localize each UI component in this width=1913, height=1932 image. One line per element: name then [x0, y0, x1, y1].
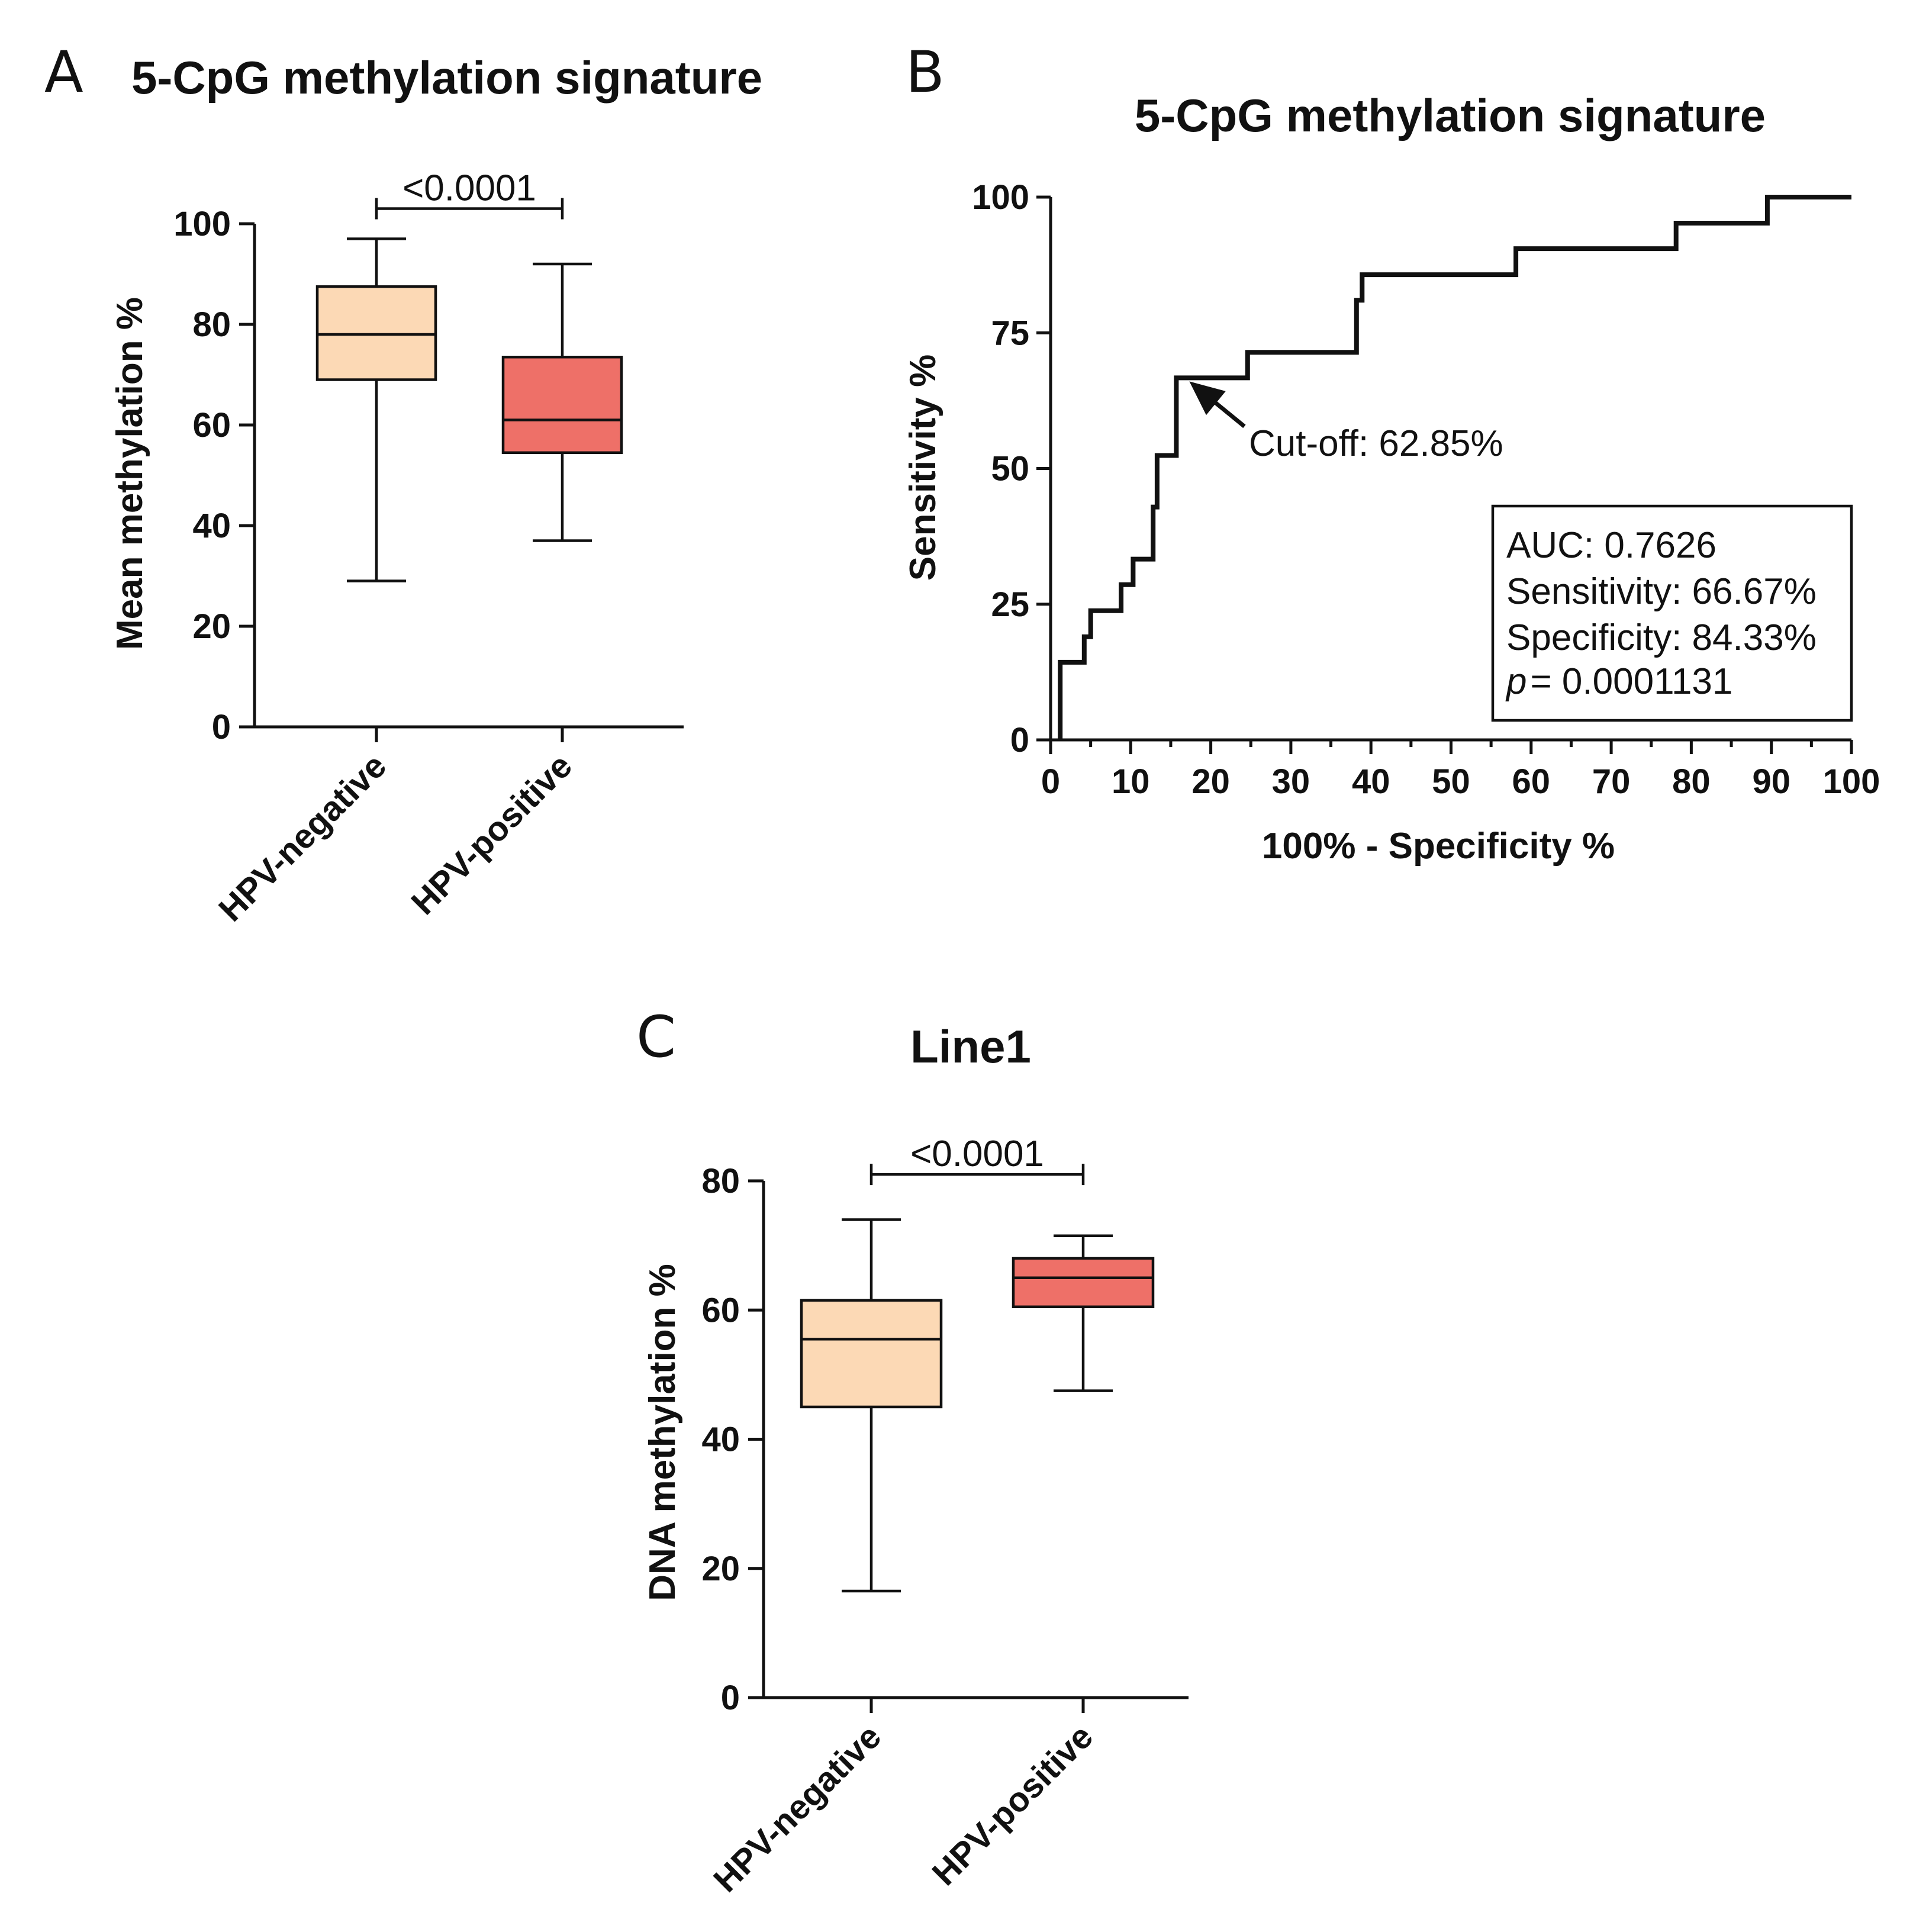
panel-a-p-value: <0.0001: [402, 168, 536, 209]
panel-c-letter: C: [636, 1004, 676, 1070]
panel-b-x-tick-label: 0: [1041, 762, 1060, 801]
panelC-y-tick-label: 40: [701, 1421, 740, 1459]
panel-b-title: 5-CpG methylation signature: [1135, 89, 1766, 141]
panel-c-axes: 0 20 40 60 80: [701, 1162, 1189, 1717]
panelC-box-hpv-negative: [800, 1299, 943, 1409]
panelA-y-tick-label: 100: [173, 205, 231, 243]
panelA-y-tick-label: 40: [192, 507, 231, 545]
stat-auc: AUC: 0.7626: [1506, 525, 1716, 566]
panelC-y-tick-label: 80: [701, 1162, 740, 1200]
panelC-box-hpv-positive: [1012, 1257, 1155, 1309]
panel-b-x-tick-label: 10: [1112, 762, 1150, 801]
panelC-y-tick-label: 60: [701, 1291, 740, 1329]
panelA-box-hpv-positive: [501, 356, 623, 454]
roc-curve: [1058, 195, 1851, 740]
panel-b-x-tick-label: 90: [1752, 762, 1790, 801]
panel-c-title: Line1: [910, 1020, 1031, 1073]
panelA-category-label: HPV-positive: [404, 746, 580, 922]
panel-b-y-tick-label: 100: [972, 178, 1029, 217]
cutoff-label: Cut-off: 62.85%: [1249, 423, 1503, 464]
panel-b-x-tick-label: 20: [1191, 762, 1230, 801]
cutoff-arrow-head: [1189, 381, 1226, 416]
panel-b-x-tick-label: 50: [1432, 762, 1470, 801]
panel-a-bracket-line: [375, 198, 564, 220]
panel-a-axes: 0 20 40 60 80 100: [173, 205, 684, 746]
panelA-y-tick-label: 20: [192, 607, 231, 646]
stat-sensitivity: Sensitivity: 66.67%: [1506, 571, 1817, 612]
panel-b-x-tick-label: 70: [1592, 762, 1631, 801]
panel-a-y-axis-label: Mean methylation %: [110, 297, 150, 650]
stat-p-symbol: p: [1505, 661, 1526, 702]
panel-c: C Line1 DNA methylation % 0 20 40 60 80 <0.0…: [636, 1004, 1189, 1899]
panel-a-category-labels: HPV-negative HPV-positive: [211, 746, 579, 929]
panel-b-y-tick-label: 25: [991, 585, 1029, 624]
panel-b-x-axis-label: 100% - Specificity %: [1262, 826, 1615, 867]
panel-a: A 5-CpG methylation signature Mean methy…: [44, 39, 762, 929]
panel-a-boxes: [315, 237, 623, 582]
panel-a-comparison-bracket: <0.0001: [375, 168, 564, 220]
panel-c-category-labels: HPV-negative HPV-positive: [706, 1717, 1100, 1899]
panel-b-letter: B: [906, 39, 945, 105]
panel-b-y-axis-label: Sensitivity %: [903, 355, 943, 581]
panel-b-x-tick-label: 80: [1672, 762, 1711, 801]
panel-a-title: 5-CpG methylation signature: [131, 51, 762, 104]
panel-c-y-axis-label: DNA methylation %: [642, 1264, 683, 1601]
panel-c-bracket-line: [869, 1164, 1085, 1186]
panel-b-x-tick-label: 40: [1352, 762, 1390, 801]
panelC-y-tick-label: 0: [721, 1679, 740, 1717]
cutoff-annotation: Cut-off: 62.85%: [1189, 381, 1503, 464]
panelA-y-tick-label: 80: [192, 305, 231, 344]
panelA-category-label: HPV-negative: [211, 746, 394, 929]
panel-c-boxes: [800, 1218, 1155, 1593]
panel-c-comparison-bracket: <0.0001: [869, 1134, 1085, 1186]
panelA-y-tick-label: 0: [212, 708, 231, 746]
panelC-y-tick-label: 20: [701, 1550, 740, 1588]
panelC-category-label: HPV-positive: [925, 1717, 1101, 1893]
panel-b-y-tick-label: 50: [991, 450, 1029, 488]
panel-b-axes: 0 25 50 75 100 0 10 20 30 40 50 60 70 80 90 100: [972, 178, 1880, 801]
stats-box: AUC: 0.7626 Sensitivity: 66.67% Specific…: [1491, 504, 1853, 722]
stats-box-frame: [1491, 504, 1853, 722]
stat-specificity: Specificity: 84.33%: [1506, 617, 1817, 658]
panel-b: B 5-CpG methylation signature Sensitivit…: [903, 39, 1880, 867]
stat-p-number: = 0.0001131: [1530, 661, 1732, 702]
panel-b-y-tick-label: 0: [1010, 721, 1029, 759]
panel-c-p-value: <0.0001: [910, 1134, 1044, 1174]
panel-b-x-tick-label: 60: [1512, 762, 1551, 801]
stat-p-value: p= 0.0001131: [1505, 661, 1732, 702]
panel-b-x-tick-label: 100: [1823, 762, 1880, 801]
panel-a-letter: A: [44, 39, 83, 105]
panel-b-y-tick-label: 75: [991, 314, 1029, 352]
panelC-category-label: HPV-negative: [706, 1717, 888, 1899]
panelA-y-tick-label: 60: [192, 406, 231, 445]
panel-b-x-tick-label: 30: [1272, 762, 1310, 801]
